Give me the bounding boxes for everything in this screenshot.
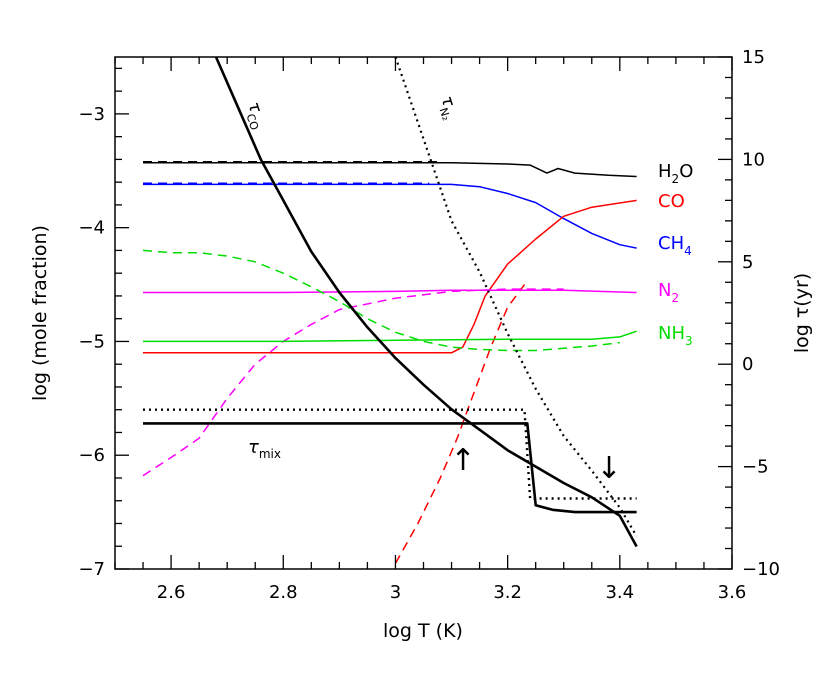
n2-label-base: N xyxy=(658,280,671,301)
y-left-tick-label: −3 xyxy=(78,104,105,125)
y-axis-right-label: log τ(yr) xyxy=(791,273,813,353)
tau-mix-annotation: τmix xyxy=(248,437,281,461)
y-right-tick-label: 15 xyxy=(742,47,765,68)
y-left-tick-label: −6 xyxy=(78,445,105,466)
arrow-up-icon: ↑ xyxy=(450,443,475,478)
n2-label: N2 xyxy=(658,280,679,305)
h2o-label-base: H xyxy=(658,161,672,182)
y-left-tick-label: −7 xyxy=(78,559,105,580)
y-right-tick-label: 5 xyxy=(742,252,753,273)
nh3-label-sub: 3 xyxy=(685,334,693,348)
series-tau_co-solid-thick xyxy=(214,57,638,548)
tau-mix-subscript: mix xyxy=(259,447,281,461)
h2o-label-tail: O xyxy=(679,161,693,182)
x-tick-label: 3 xyxy=(390,582,401,603)
x-tick-label: 2.6 xyxy=(157,582,186,603)
x-tick-label: 2.8 xyxy=(269,582,298,603)
arrow-down-icon: ↓ xyxy=(596,451,621,486)
series-tau_mix-solid-thick xyxy=(143,422,637,514)
n2-label-sub: 2 xyxy=(671,291,679,305)
x-tick-label: 3.4 xyxy=(605,582,634,603)
x-tick-label: 3.2 xyxy=(493,582,522,603)
co-label-base: CO xyxy=(658,191,685,212)
ch4-label: CH4 xyxy=(658,233,692,258)
series-n2-solid xyxy=(143,289,637,294)
y-right-tick-label: −10 xyxy=(742,559,780,580)
series-n2-dashed xyxy=(142,288,564,477)
tau-co-subscript: CO xyxy=(244,112,262,132)
y-right-tick-label: −5 xyxy=(742,457,769,478)
y-right-tick-label: 0 xyxy=(742,354,753,375)
x-tick-label: 3.6 xyxy=(718,582,747,603)
series-co-dashed xyxy=(394,284,526,564)
series-nh3-solid xyxy=(143,330,637,343)
nh3-label: NH3 xyxy=(658,323,693,348)
ch4-label-base: CH xyxy=(658,233,684,254)
plot-area: 2.6 2.8 3 3.2 3.4 3.6 −7 −6 −5 −4 −3 −10 −5 0 5 10 15 xyxy=(78,47,780,603)
y-axis-left-label: log (mole fraction) xyxy=(29,225,51,401)
series-tau_n2-dotted xyxy=(394,57,638,537)
ticks-layer: 2.6 2.8 3 3.2 3.4 3.6 −7 −6 −5 −4 −3 −10 −5 0 5 10 15 xyxy=(78,47,780,603)
y-right-tick-label: 10 xyxy=(742,149,765,170)
series-nh3-dashed xyxy=(142,249,620,352)
tau-n2-subscript: N₂ xyxy=(437,106,453,122)
series-tau_mix_alt-dotted-thick xyxy=(143,408,637,500)
x-axis-label: log T (K) xyxy=(383,620,463,642)
series-co-solid xyxy=(143,199,637,354)
tau-mix-symbol: τ xyxy=(248,437,259,458)
ch4-label-sub: 4 xyxy=(684,244,692,258)
series-ch4-solid xyxy=(143,183,637,249)
y-left-tick-label: −4 xyxy=(78,218,105,239)
series-layer xyxy=(142,57,638,564)
nh3-label-base: NH xyxy=(658,323,685,344)
co-label: CO xyxy=(658,191,685,212)
h2o-label: H2O xyxy=(658,161,693,186)
series-h2o-solid xyxy=(143,162,637,178)
y-left-tick-label: −5 xyxy=(78,331,105,352)
h2o-label-sub: 2 xyxy=(672,172,680,186)
